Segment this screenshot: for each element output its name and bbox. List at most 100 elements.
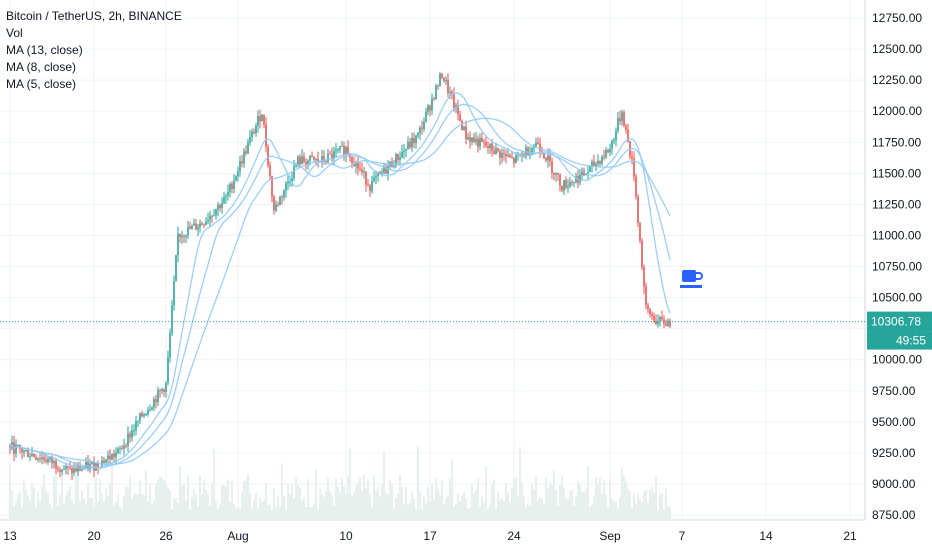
volume-bar [431,484,433,520]
candle-body [433,98,435,100]
candle-body [181,235,183,238]
volume-bar [139,480,141,520]
candle-body [531,148,533,154]
candle-body [467,137,469,140]
volume-bar [53,477,55,520]
volume-bar [355,485,357,520]
volume-bar [481,495,483,520]
volume-bar [285,509,287,520]
candle-body [141,413,143,417]
candle-body [617,118,619,131]
volume-bar [241,491,243,520]
candle-body [155,399,157,403]
volume-bar [579,483,581,520]
candle-body [117,448,119,453]
volume-bar [489,505,491,520]
volume-bar [71,500,73,520]
candle-body [277,204,279,206]
candle-body [421,127,423,130]
candle-body [75,468,77,472]
candle-body [165,382,167,392]
candle-body [229,183,231,192]
candle-body [205,221,207,226]
volume-bar [557,505,559,520]
candle-body [451,91,453,95]
candle-body [543,153,545,159]
candle-body [489,143,491,148]
volume-bar [515,476,517,520]
volume-bar [623,475,625,520]
candle-body [225,195,227,197]
volume-bar [329,491,331,520]
candle-body [449,91,451,93]
coffee-cup-saucer [680,285,702,288]
volume-bar [521,481,523,520]
candle-body [299,156,301,165]
candle-body [615,130,617,141]
candle-body [551,161,553,173]
candle-body [69,467,71,469]
candle-body [25,449,27,451]
volume-bar [195,494,197,520]
y-tick-label: 11500.00 [872,166,921,180]
candle-body [563,180,565,191]
volume-bar [523,495,525,520]
candle-body [203,224,205,226]
candle-body [515,155,517,164]
volume-bar [591,505,593,520]
candle-body [35,456,37,460]
candle-body [183,235,185,237]
volume-bar [191,497,193,520]
candle-body [271,176,273,197]
volume-bar [29,500,31,520]
volume-bar [231,480,233,520]
legend-vol[interactable]: Vol [6,26,23,40]
candle-body [159,389,161,391]
volume-bar [319,488,321,520]
volume-bar [115,502,117,520]
volume-bar [179,466,181,520]
volume-bar [495,508,497,520]
volume-bar [163,479,165,520]
candle-body [435,85,437,100]
candle-body [251,131,253,138]
volume-bar [57,505,59,520]
candle-body [245,151,247,154]
candle-body [313,157,315,160]
legend-title[interactable]: Bitcoin / TetherUS, 2h, BINANCE [6,9,182,23]
candle-body [351,157,353,164]
candle-body [297,156,299,165]
volume-bar [445,497,447,520]
candle-body [395,153,397,166]
ma-8-line [9,103,671,469]
candle-body [279,196,281,206]
legend-ma5[interactable]: MA (5, close) [6,77,77,91]
volume-bar [177,502,179,520]
candle-body [151,407,153,410]
volume-bar [485,466,487,520]
candle-body [633,158,635,177]
legend-ma8[interactable]: MA (8, close) [6,60,77,74]
candle-body [41,457,43,460]
volume-bar [559,485,561,520]
volume-bar [165,483,167,520]
price-label-bg [867,311,932,332]
volume-bar [441,480,443,520]
volume-bar [615,501,617,520]
volume-bar [85,504,87,520]
volume-bar [351,495,353,520]
candle-body [497,148,499,152]
volume-bar [369,494,371,520]
candle-body [535,142,537,147]
candle-body [491,143,493,152]
candle-body [189,226,191,229]
volume-bar [247,474,249,520]
volume-bar [435,478,437,520]
volume-bar [401,486,403,520]
candle-body [273,196,275,211]
legend-ma13[interactable]: MA (13, close) [6,43,83,57]
x-tick-label: 20 [87,529,101,543]
volume-bar [587,466,589,520]
